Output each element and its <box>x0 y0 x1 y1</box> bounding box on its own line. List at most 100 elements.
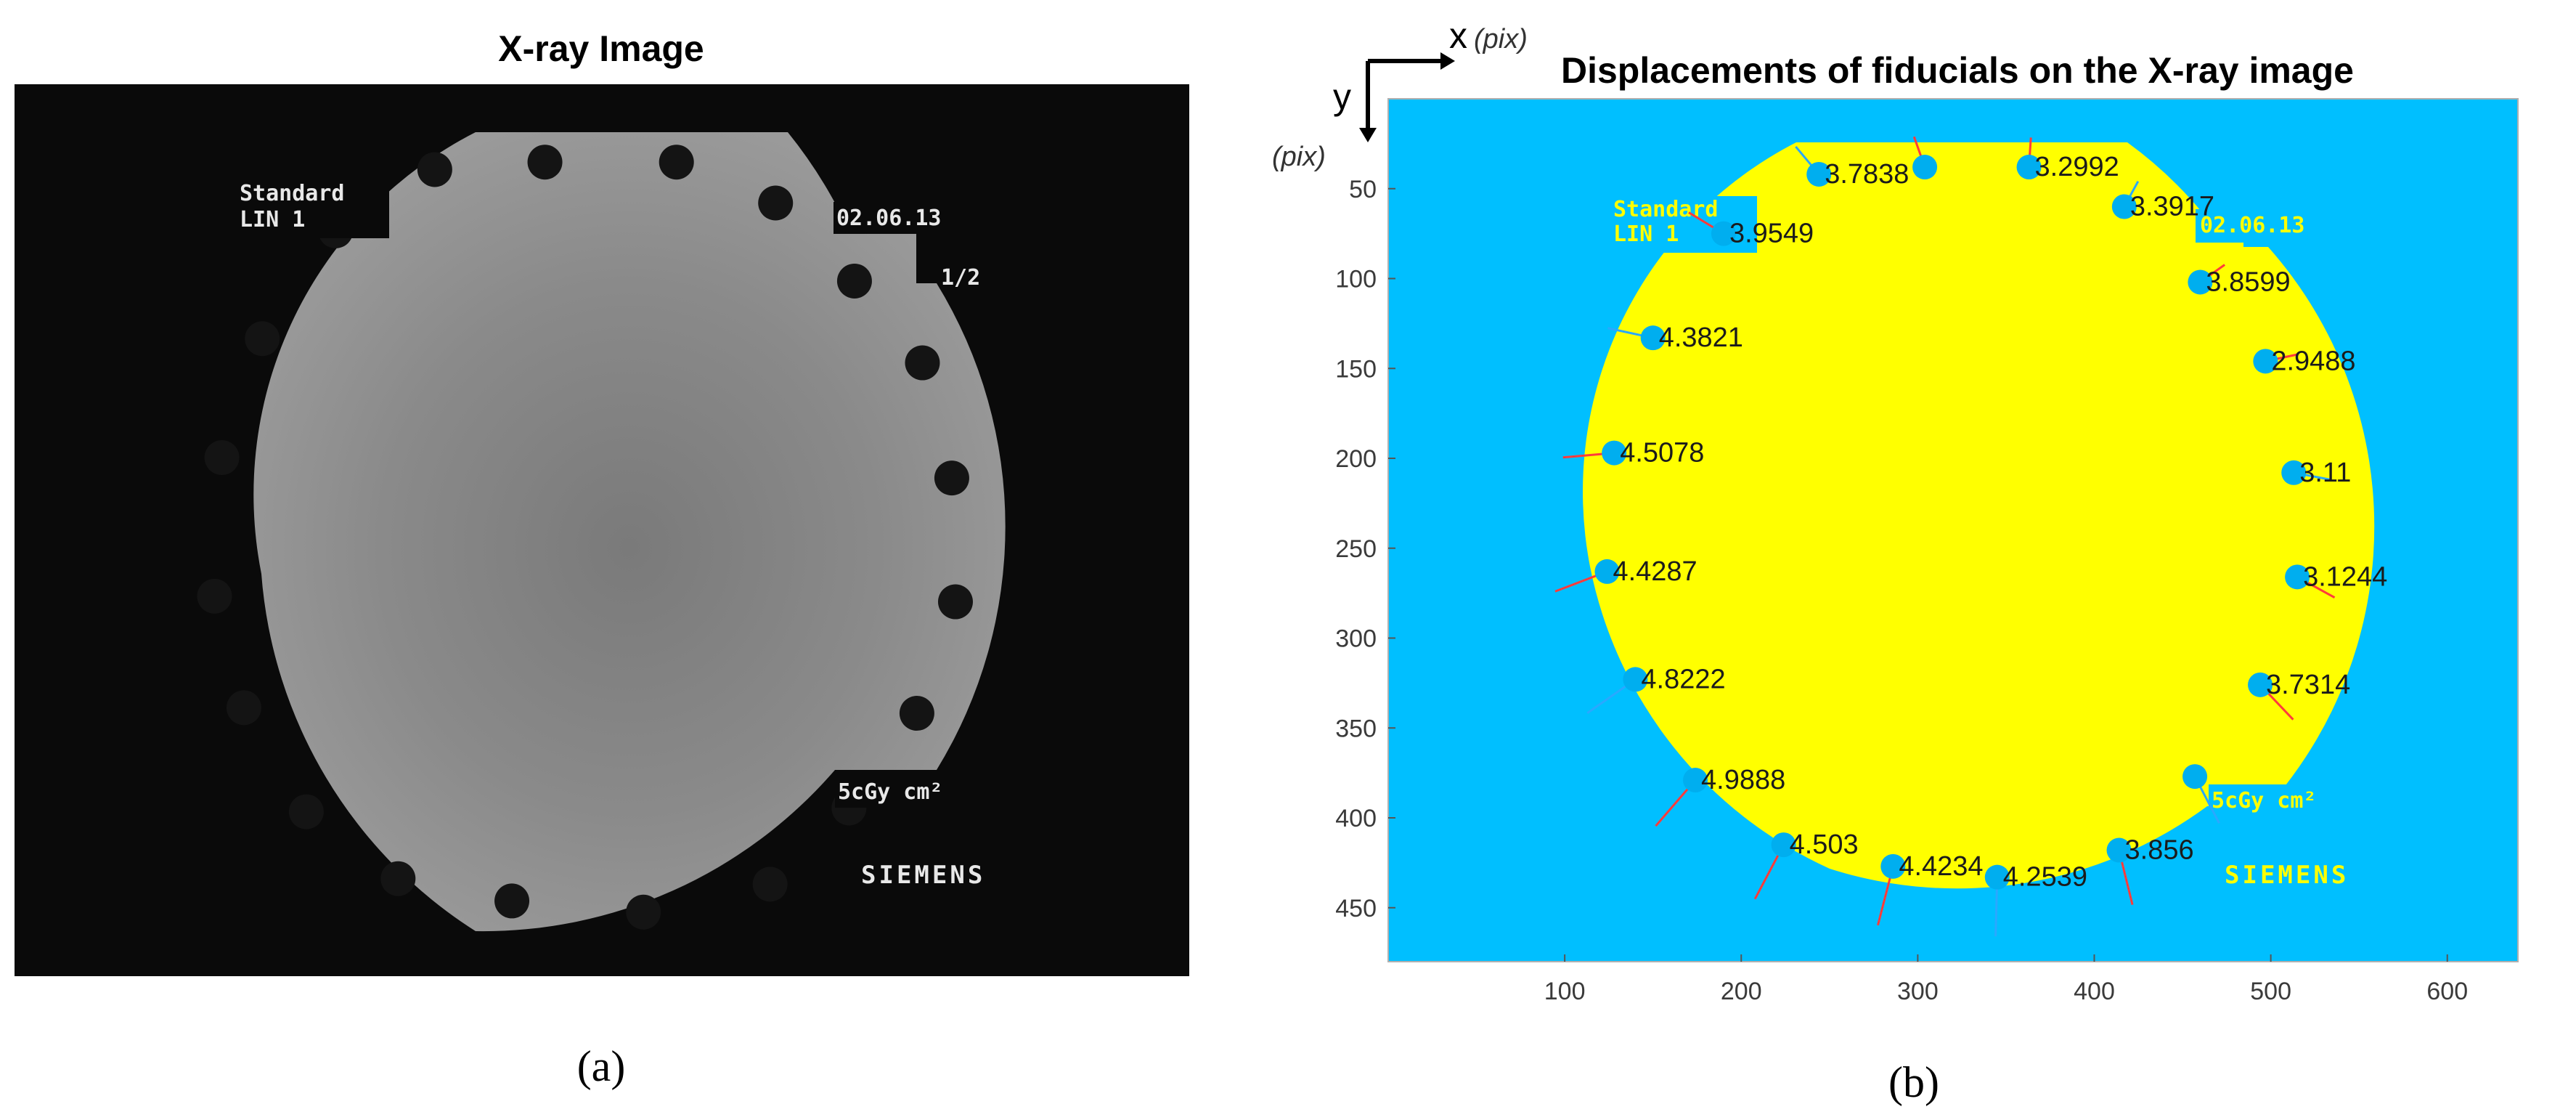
fiducial-value-label: 3.8599 <box>2206 267 2290 297</box>
plot-overlay-brand: SIEMENS <box>2225 861 2349 890</box>
xray-fiducial-dot <box>494 883 530 919</box>
fiducial-point <box>2182 764 2220 824</box>
fiducial-point: 3.8599 <box>2188 264 2291 297</box>
y-tick-label: 50 <box>1349 176 1377 203</box>
y-tick-label: 400 <box>1335 805 1377 832</box>
panel-a-caption: (a) <box>577 1042 626 1090</box>
fiducial-point: 2.9488 <box>2253 346 2356 376</box>
overlay-box-top-right <box>833 202 951 234</box>
y-tick-label: 300 <box>1335 625 1377 653</box>
overlay-standard: Standard <box>240 181 345 206</box>
xray-fiducial-dot <box>905 345 940 381</box>
x-tick-labels: 100 200 300 400 500 600 <box>1544 954 2468 1005</box>
y-tick-label: 350 <box>1335 715 1377 742</box>
fiducial-marker <box>2016 155 2042 180</box>
fiducial-marker <box>1711 221 1736 246</box>
y-axis-word: y <box>1333 76 1351 117</box>
fiducial-point: 3.856 <box>2106 835 2194 905</box>
xray-field <box>253 132 1006 932</box>
fiducial-point: 3.2992 <box>2016 137 2119 182</box>
x-tick-label: 200 <box>1721 978 1762 1005</box>
xray-fiducial-dot <box>836 263 872 299</box>
fiducial-value-label: 3.11 <box>2299 458 2351 488</box>
axis-indicator: x (pix) y (pix) <box>1272 15 1528 172</box>
fiducial-marker <box>1771 832 1796 858</box>
plot-overlay-dose: 5cGy cm² <box>2212 788 2317 813</box>
fiducial-value-label: 4.2539 <box>2003 862 2087 893</box>
plot-overlay-standard: Standard <box>1613 197 1719 222</box>
plot-overlay-box-bottom-right <box>2209 784 2332 818</box>
y-tick-labels: 50 100 150 200 250 300 350 400 450 <box>1335 176 1395 922</box>
fiducial-marker <box>2182 764 2208 790</box>
fiducial-marker <box>1984 864 2010 890</box>
x-tick-label: 600 <box>2426 978 2468 1005</box>
y-tick-label: 150 <box>1335 355 1377 383</box>
xray-fiducial-dot <box>226 690 261 726</box>
fiducial-marker <box>2281 460 2307 485</box>
x-tick-label: 100 <box>1544 978 1586 1005</box>
fiducial-value-label: 4.3821 <box>1659 322 1743 353</box>
y-arrow-head <box>1359 128 1377 142</box>
fiducial-marker <box>2111 194 2137 219</box>
x-arrow-head <box>1440 52 1455 70</box>
fiducial-value-label: 4.503 <box>1790 829 1859 860</box>
overlay-brand: SIEMENS <box>861 861 985 890</box>
xray-fiducial-dot <box>899 696 934 731</box>
fiducial-value-label: 3.9549 <box>1729 219 1814 249</box>
fiducial-point: 4.2539 <box>1984 862 2087 937</box>
fiducial-marker <box>2285 564 2310 590</box>
y-tick-label: 450 <box>1335 895 1377 922</box>
xray-fiducial-dot <box>380 861 416 896</box>
y-tick-label: 250 <box>1335 535 1377 563</box>
fiducial-value-label: 2.9488 <box>2271 346 2355 376</box>
xray-fiducial-dot <box>204 439 240 475</box>
fiducial-point: 3.11 <box>2281 458 2351 488</box>
fiducial-point: 4.503 <box>1753 829 1859 900</box>
overlay-dose: 5cGy cm² <box>838 779 943 805</box>
panel-b-title: Displacements of fiducials on the X-ray … <box>1561 50 2354 91</box>
fiducial-marker <box>1880 853 1906 879</box>
y-tick-label: 200 <box>1335 445 1377 473</box>
fiducial-point: 4.4287 <box>1554 556 1697 593</box>
fiducial-point <box>1912 136 1938 180</box>
fiducial-value-label: 3.3917 <box>2130 192 2214 222</box>
fiducial-marker <box>1594 559 1620 584</box>
fiducial-point: 4.8222 <box>1586 664 1726 714</box>
plot-overlay-box-top-right <box>2196 209 2345 243</box>
xray-fiducial-dot <box>288 794 324 829</box>
fiducial-markers: 3.7838 3.2992 3.3917 3.9549 3.8599 4.3821 2.94… <box>1554 136 2387 937</box>
fiducial-marker <box>2253 349 2278 374</box>
fiducial-marker <box>1912 155 1938 180</box>
fiducial-value-label: 4.8222 <box>1641 664 1725 694</box>
xray-fiducial-dot <box>934 460 969 496</box>
field-region <box>1583 142 2375 889</box>
fiducial-marker <box>1623 667 1648 692</box>
fiducial-value-label: 3.2992 <box>2035 152 2119 182</box>
overlay-box-bottom-right <box>835 776 950 808</box>
fiducial-value-label: 4.4234 <box>1899 851 1983 882</box>
fiducial-marker <box>1640 325 1666 351</box>
fiducial-point: 4.5078 <box>1562 438 1704 468</box>
fiducial-marker <box>1602 440 1627 466</box>
xray-fiducial-dot <box>245 321 280 357</box>
fiducial-value-label: 4.4287 <box>1613 556 1697 587</box>
xray-fiducial-dot <box>417 152 452 187</box>
panel-a-title: X-ray Image <box>498 28 704 69</box>
fiducial-value-label: 3.1244 <box>2303 561 2387 592</box>
plot-overlay-date: 02.06.13 <box>2200 213 2305 238</box>
fiducial-point: 4.9888 <box>1655 765 1785 827</box>
fiducial-point: 3.9549 <box>1688 211 1814 249</box>
fiducial-point: 3.7314 <box>2248 670 2350 721</box>
fiducial-point: 3.3917 <box>2111 180 2214 222</box>
x-axis-unit: (pix) <box>1474 24 1528 54</box>
overlay-lin: LIN 1 <box>240 207 305 232</box>
panel-b-caption: (b) <box>1888 1058 1939 1106</box>
fiducial-value-label: 3.7838 <box>1825 159 1909 190</box>
fiducial-point: 4.3821 <box>1607 322 1743 353</box>
xray-fiducial-dot <box>758 185 794 221</box>
y-tick-label: 100 <box>1335 266 1377 293</box>
xray-fiducial-dot <box>659 145 694 180</box>
fiducial-point: 3.1244 <box>2285 561 2387 599</box>
fiducial-value-label: 3.7314 <box>2266 670 2350 700</box>
